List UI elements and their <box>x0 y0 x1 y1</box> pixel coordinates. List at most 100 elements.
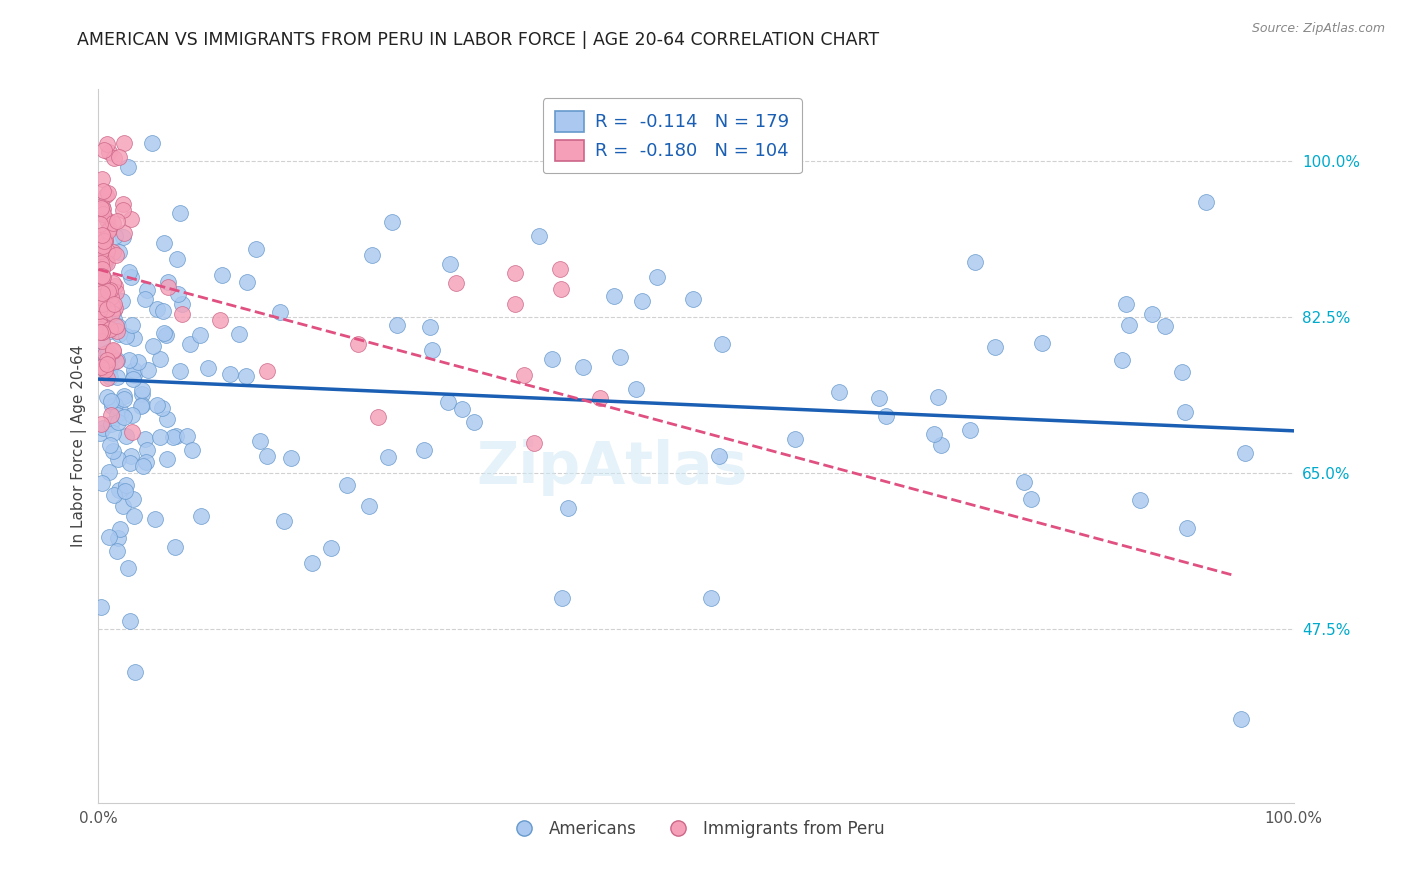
Point <box>104 398 127 412</box>
Point <box>211 268 233 282</box>
Point <box>90 360 112 375</box>
Point <box>273 514 295 528</box>
Point <box>120 212 142 227</box>
Point <box>103 151 125 165</box>
Point <box>131 387 153 401</box>
Point <box>105 408 128 422</box>
Point <box>105 248 128 262</box>
Point <box>167 287 190 301</box>
Point <box>541 352 564 367</box>
Point <box>118 265 141 279</box>
Point <box>527 229 550 244</box>
Point <box>91 202 114 217</box>
Point <box>89 321 111 335</box>
Point <box>132 459 155 474</box>
Point <box>98 284 121 298</box>
Point <box>156 412 179 426</box>
Point <box>90 285 112 299</box>
Point <box>115 429 138 443</box>
Point <box>1140 307 1163 321</box>
Point <box>104 228 127 243</box>
Point <box>98 370 121 384</box>
Point <box>90 318 112 333</box>
Point <box>96 213 118 227</box>
Point <box>91 275 114 289</box>
Point <box>922 427 945 442</box>
Point <box>336 478 359 492</box>
Point <box>157 280 180 294</box>
Point <box>127 355 149 369</box>
Point <box>94 359 117 374</box>
Point <box>104 301 127 315</box>
Point <box>110 522 132 536</box>
Point <box>97 145 120 159</box>
Point <box>90 334 112 348</box>
Point <box>93 252 115 267</box>
Point <box>90 227 112 242</box>
Point <box>120 270 142 285</box>
Point <box>94 320 117 334</box>
Point <box>112 500 135 514</box>
Point <box>100 290 122 304</box>
Point <box>108 327 131 342</box>
Point <box>249 434 271 449</box>
Point <box>117 560 139 574</box>
Point <box>236 275 259 289</box>
Point <box>114 392 136 406</box>
Point <box>169 206 191 220</box>
Point <box>131 399 153 413</box>
Point <box>1174 404 1197 418</box>
Point <box>89 356 111 370</box>
Point <box>135 283 157 297</box>
Point <box>176 428 198 442</box>
Legend: Americans, Immigrants from Peru: Americans, Immigrants from Peru <box>501 814 891 845</box>
Point <box>97 224 120 238</box>
Point <box>96 390 118 404</box>
Point <box>143 512 166 526</box>
Point <box>112 409 135 424</box>
Point <box>124 665 146 679</box>
Point <box>1154 319 1177 334</box>
Point <box>451 401 474 416</box>
Point <box>149 430 172 444</box>
Point <box>93 235 115 249</box>
Point <box>682 292 704 306</box>
Point <box>136 363 159 377</box>
Point <box>93 256 115 270</box>
Point <box>96 353 118 368</box>
Point <box>152 303 174 318</box>
Point <box>131 398 153 412</box>
Point <box>107 415 129 429</box>
Point <box>118 353 141 368</box>
Point <box>91 285 114 300</box>
Point <box>94 187 117 202</box>
Point <box>90 199 112 213</box>
Point <box>172 297 194 311</box>
Point <box>153 326 176 341</box>
Point <box>87 303 110 318</box>
Point <box>1111 352 1133 367</box>
Point <box>142 339 165 353</box>
Point <box>89 358 111 372</box>
Point <box>93 288 115 302</box>
Point <box>162 430 184 444</box>
Point <box>134 432 156 446</box>
Point <box>91 207 114 221</box>
Point <box>190 509 212 524</box>
Point <box>361 247 384 261</box>
Point <box>381 215 404 229</box>
Point <box>165 540 187 554</box>
Point <box>1195 195 1218 210</box>
Point <box>89 346 111 360</box>
Point <box>90 268 112 283</box>
Point <box>97 222 120 236</box>
Point <box>1175 520 1198 534</box>
Point <box>103 297 125 311</box>
Point <box>602 289 624 303</box>
Point <box>828 385 851 400</box>
Point <box>131 384 153 398</box>
Point <box>90 256 112 270</box>
Point <box>93 351 115 366</box>
Point <box>146 398 169 412</box>
Point <box>101 444 124 458</box>
